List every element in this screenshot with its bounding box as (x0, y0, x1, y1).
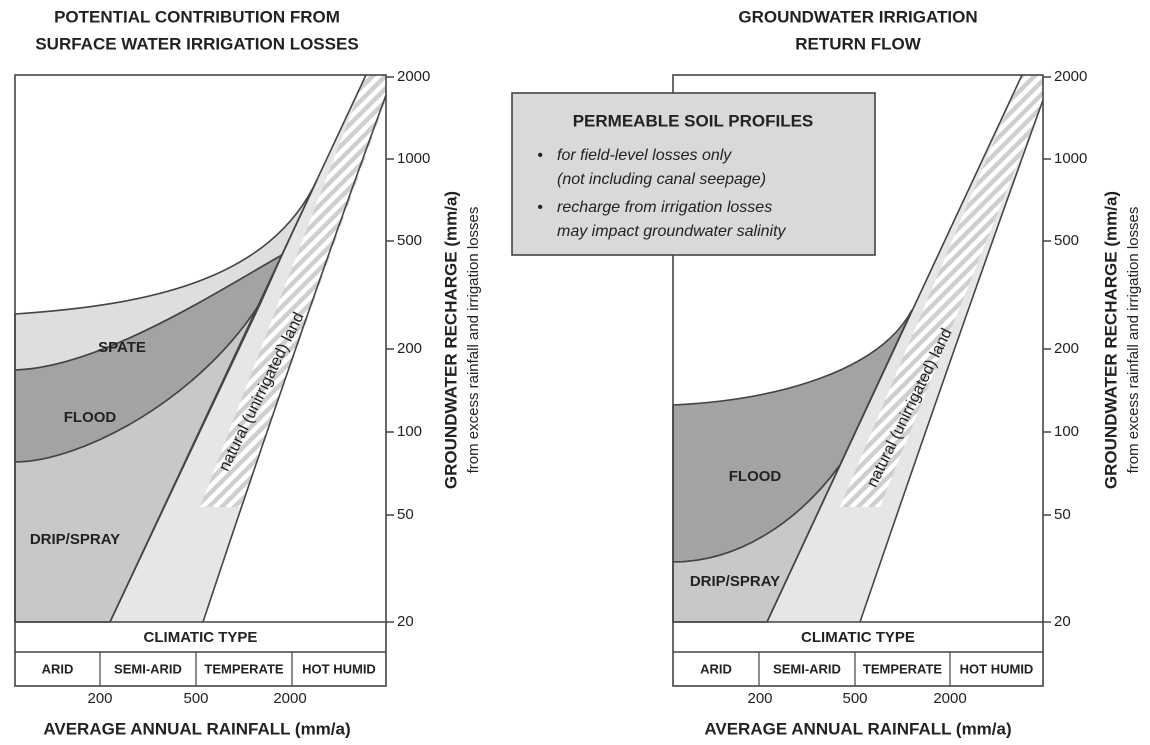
climatic-type: ARID (42, 661, 74, 676)
climatic-title: CLIMATIC TYPE (144, 629, 258, 646)
climatic-type: ARID (700, 661, 732, 676)
boundary-line (202, 94, 387, 623)
note-line: recharge from irrigation losses (557, 199, 772, 216)
climatic-type: HOT HUMID (960, 661, 1034, 676)
panel-title: RETURN FLOW (795, 34, 922, 53)
note-line: (not including canal seepage) (557, 171, 766, 188)
y-axis-subtitle: from excess rainfall and irrigation loss… (465, 207, 482, 474)
x-axis-title: AVERAGE ANNUAL RAINFALL (mm/a) (43, 719, 350, 738)
y-tick-label: 200 (1054, 340, 1079, 357)
hatch-band (200, 75, 386, 507)
bullet: • (537, 199, 543, 216)
panel-title: GROUNDWATER IRRIGATION (738, 7, 977, 26)
climatic-type: SEMI-ARID (773, 661, 841, 676)
region-label: DRIP/SPRAY (690, 573, 780, 590)
x-axis-title: AVERAGE ANNUAL RAINFALL (mm/a) (704, 719, 1011, 738)
region-label: DRIP/SPRAY (30, 531, 120, 548)
panel-title: POTENTIAL CONTRIBUTION FROM (54, 7, 340, 26)
y-tick-label: 1000 (397, 150, 430, 167)
note-box (511, 92, 876, 256)
y-tick-label: 500 (397, 232, 422, 249)
y-tick-label: 100 (1054, 423, 1079, 440)
left-plot (14, 74, 387, 687)
x-tick-label: 200 (747, 690, 772, 707)
climatic-type: TEMPERATE (863, 661, 943, 676)
boundary-line (859, 99, 1044, 623)
y-tick-label: 20 (397, 613, 414, 630)
x-tick-label: 500 (842, 690, 867, 707)
y-tick-label: 20 (1054, 613, 1071, 630)
boundary-line (109, 74, 367, 623)
y-tick-label: 1000 (1054, 150, 1087, 167)
climatic-type: SEMI-ARID (114, 661, 182, 676)
y-tick-label: 500 (1054, 232, 1079, 249)
y-tick-label: 2000 (1054, 68, 1087, 85)
y-axis-title: GROUNDWATER RECHARGE (mm/a) (1101, 191, 1120, 489)
bullet: • (537, 147, 543, 164)
y-tick-label: 200 (397, 340, 422, 357)
y-axis-title: GROUNDWATER RECHARGE (mm/a) (441, 191, 460, 489)
region-label: SPATE (98, 339, 146, 356)
climatic-title: CLIMATIC TYPE (801, 629, 915, 646)
note-line: for field-level losses only (557, 147, 732, 164)
climatic-type: TEMPERATE (204, 661, 284, 676)
right-plot (672, 74, 1044, 687)
panel-title: SURFACE WATER IRRIGATION LOSSES (35, 34, 358, 53)
x-tick-label: 2000 (273, 690, 306, 707)
y-tick-label: 100 (397, 423, 422, 440)
x-tick-label: 200 (87, 690, 112, 707)
y-tick-label: 2000 (397, 68, 430, 85)
y-tick-label: 50 (1054, 506, 1071, 523)
boundary-line (766, 74, 1023, 623)
note-line: may impact groundwater salinity (557, 223, 787, 240)
region-label: FLOOD (729, 468, 782, 485)
drip-region (14, 299, 263, 623)
frame (672, 74, 1044, 687)
frame (14, 74, 387, 687)
y-tick-label: 50 (397, 506, 414, 523)
climatic-type: HOT HUMID (302, 661, 376, 676)
hatch-band (840, 75, 1043, 507)
region-label: FLOOD (64, 409, 117, 426)
note-title: PERMEABLE SOIL PROFILES (573, 111, 814, 130)
x-tick-label: 2000 (933, 690, 966, 707)
y-axis-subtitle: from excess rainfall and irrigation loss… (1125, 207, 1142, 474)
x-tick-label: 500 (183, 690, 208, 707)
